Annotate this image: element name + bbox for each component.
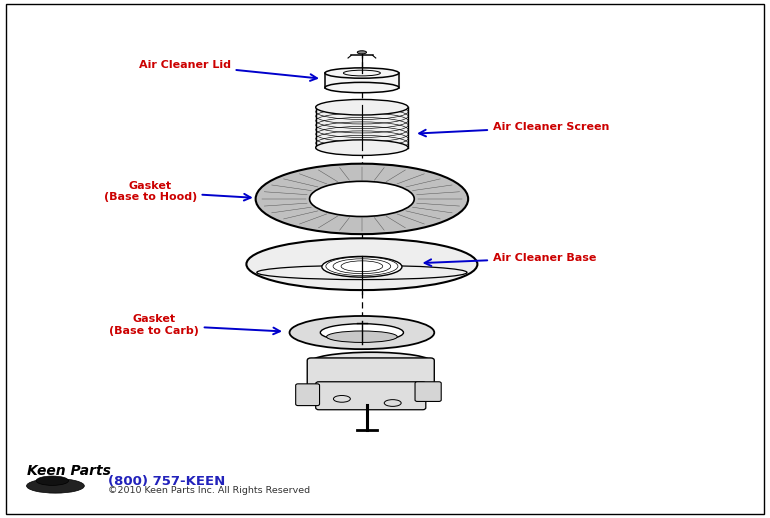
Text: ©2010 Keen Parts Inc. All Rights Reserved: ©2010 Keen Parts Inc. All Rights Reserve… xyxy=(108,486,310,495)
Ellipse shape xyxy=(26,479,85,493)
Text: Keen Parts: Keen Parts xyxy=(27,464,111,479)
Ellipse shape xyxy=(316,140,408,155)
Ellipse shape xyxy=(326,331,397,342)
Text: Air Cleaner Lid: Air Cleaner Lid xyxy=(139,60,317,81)
Ellipse shape xyxy=(357,51,367,54)
FancyBboxPatch shape xyxy=(296,384,320,406)
Ellipse shape xyxy=(316,99,408,115)
Text: Gasket
(Base to Carb): Gasket (Base to Carb) xyxy=(109,314,280,336)
Ellipse shape xyxy=(290,316,434,349)
Ellipse shape xyxy=(322,256,402,277)
Text: Gasket
(Base to Hood): Gasket (Base to Hood) xyxy=(103,181,251,203)
Ellipse shape xyxy=(36,476,69,485)
FancyBboxPatch shape xyxy=(415,382,441,401)
Ellipse shape xyxy=(320,324,403,341)
Ellipse shape xyxy=(310,181,414,217)
Text: Air Cleaner Screen: Air Cleaner Screen xyxy=(419,122,609,136)
Ellipse shape xyxy=(325,68,399,78)
FancyBboxPatch shape xyxy=(316,382,426,410)
Text: (800) 757-KEEN: (800) 757-KEEN xyxy=(108,475,225,488)
Ellipse shape xyxy=(246,238,477,290)
Ellipse shape xyxy=(325,82,399,93)
Text: Air Cleaner Base: Air Cleaner Base xyxy=(424,253,596,266)
Ellipse shape xyxy=(310,352,433,373)
Ellipse shape xyxy=(256,164,468,234)
FancyBboxPatch shape xyxy=(307,358,434,388)
